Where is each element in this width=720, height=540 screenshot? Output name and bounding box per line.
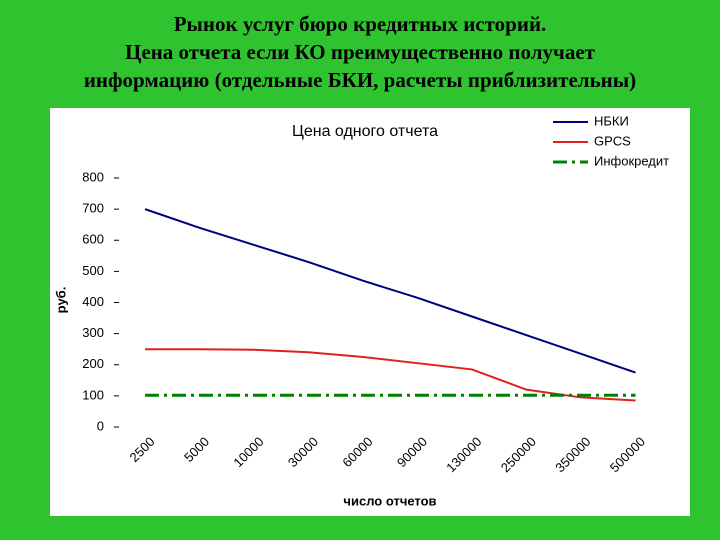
legend-label: GPCS	[594, 133, 631, 148]
y-tick-label: 400	[82, 294, 104, 309]
y-tick-label: 300	[82, 325, 104, 340]
y-tick-label: 100	[82, 387, 104, 402]
y-tick-label: 500	[82, 263, 104, 278]
series-line	[144, 208, 636, 374]
y-tick-label: 700	[82, 201, 104, 216]
series-line	[145, 348, 636, 402]
y-tick-label: 0	[97, 418, 104, 433]
y-tick-label: 800	[82, 169, 104, 184]
chart-title: Цена одного отчета	[292, 123, 438, 140]
y-tick-label: 600	[82, 232, 104, 247]
y-axis-label: руб.	[53, 287, 68, 314]
title-line: Цена отчета если КО преимущественно полу…	[125, 40, 595, 64]
title-line: информацию (отдельные БКИ, расчеты прибл…	[83, 68, 637, 92]
y-tick-label: 200	[82, 356, 104, 371]
x-axis-label: число отчетов	[343, 493, 436, 508]
legend-label: Инфокредит	[594, 153, 669, 168]
legend-label: НБКИ	[594, 113, 629, 128]
slide-title: Рынок услуг бюро кредитных историй. Цена…	[0, 10, 720, 94]
title-line: Рынок услуг бюро кредитных историй.	[173, 12, 547, 36]
